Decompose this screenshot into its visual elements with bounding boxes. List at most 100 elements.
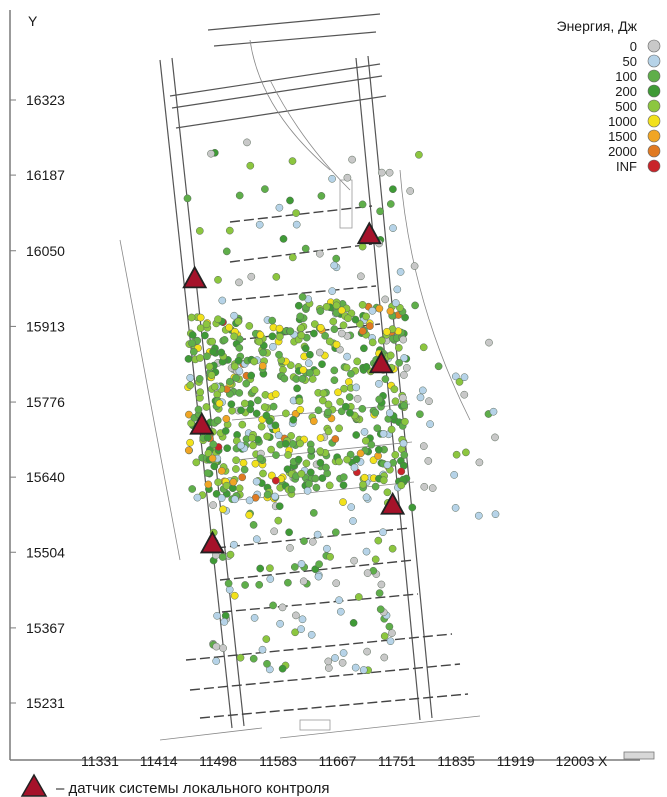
- event-point: [328, 174, 336, 183]
- event-point: [188, 331, 197, 339]
- event-point: [217, 467, 226, 475]
- event-point: [247, 272, 256, 281]
- event-point: [224, 579, 233, 588]
- event-point: [209, 347, 217, 356]
- event-point: [359, 666, 368, 674]
- event-point: [255, 580, 264, 589]
- event-point: [475, 458, 484, 467]
- event-point: [271, 492, 279, 501]
- event-points: [183, 138, 500, 675]
- event-point: [371, 482, 380, 491]
- event-point: [401, 417, 409, 426]
- event-point: [375, 304, 384, 313]
- event-point: [353, 394, 362, 403]
- event-point: [266, 575, 275, 583]
- event-point: [399, 393, 407, 402]
- event-point: [301, 244, 310, 253]
- event-point: [201, 331, 209, 340]
- event-point: [280, 374, 289, 383]
- sensor-triangle-icon: [380, 491, 406, 515]
- legend-swatch: [647, 159, 661, 173]
- x-tick-label: 11835: [437, 753, 475, 769]
- event-point: [297, 324, 305, 332]
- event-point: [391, 397, 400, 406]
- event-point: [286, 327, 295, 336]
- event-point: [350, 556, 358, 565]
- event-point: [235, 484, 244, 493]
- event-point: [282, 409, 290, 418]
- event-point: [352, 455, 361, 464]
- event-point: [230, 540, 238, 549]
- event-point: [304, 359, 313, 368]
- event-point: [376, 605, 385, 614]
- x-tick-label: 11331: [81, 753, 119, 769]
- event-point: [257, 422, 266, 431]
- event-point: [223, 444, 232, 453]
- event-point: [339, 481, 348, 490]
- event-point: [230, 311, 238, 320]
- event-point: [386, 200, 395, 208]
- event-point: [375, 379, 383, 388]
- event-point: [292, 611, 300, 620]
- event-point: [292, 209, 300, 217]
- event-point: [390, 385, 399, 394]
- event-point: [296, 312, 305, 321]
- event-point: [336, 397, 344, 406]
- event-point: [419, 343, 428, 352]
- event-point: [287, 432, 295, 440]
- event-point: [419, 442, 428, 450]
- legend-label: 1500: [608, 129, 637, 144]
- event-point: [252, 477, 261, 486]
- event-point: [271, 476, 280, 485]
- event-point: [193, 493, 202, 502]
- y-tick-label: 15776: [26, 394, 65, 410]
- event-point: [385, 622, 394, 631]
- event-point: [358, 300, 367, 309]
- event-point: [213, 611, 221, 620]
- event-point: [296, 405, 305, 414]
- event-point: [314, 406, 323, 415]
- legend-swatch: [647, 39, 661, 53]
- sensor-triangle-icon: [189, 411, 215, 435]
- y-tick-label: 15640: [26, 469, 65, 485]
- event-point: [339, 649, 348, 657]
- event-point: [346, 409, 354, 417]
- event-point: [379, 528, 387, 537]
- event-point: [300, 537, 308, 545]
- event-point: [262, 411, 271, 420]
- event-point: [424, 457, 433, 465]
- event-point: [399, 335, 408, 344]
- event-point: [351, 663, 360, 672]
- event-point: [434, 362, 443, 371]
- event-point: [246, 161, 255, 170]
- event-point: [220, 618, 229, 626]
- legend-label: 500: [615, 99, 637, 114]
- event-point: [286, 196, 294, 205]
- event-point: [269, 402, 278, 411]
- event-point: [342, 363, 351, 372]
- event-point: [238, 473, 247, 482]
- event-point: [399, 439, 408, 448]
- event-point: [318, 360, 326, 369]
- event-point: [356, 449, 365, 458]
- event-point: [218, 296, 227, 305]
- event-point: [225, 323, 233, 332]
- event-point: [416, 393, 425, 402]
- event-point: [232, 465, 240, 473]
- event-point: [242, 379, 251, 388]
- event-point: [305, 369, 314, 377]
- event-point: [194, 405, 203, 414]
- event-point: [294, 301, 303, 310]
- event-point: [272, 451, 280, 459]
- event-point: [418, 386, 427, 395]
- event-point: [222, 414, 231, 423]
- event-point: [343, 173, 352, 182]
- event-point: [377, 336, 386, 345]
- event-point: [261, 185, 269, 193]
- x-tick-label: 11667: [319, 753, 357, 769]
- event-point: [316, 434, 325, 442]
- y-axis-label: Y: [28, 13, 38, 29]
- event-point: [214, 478, 222, 487]
- event-point: [358, 404, 367, 413]
